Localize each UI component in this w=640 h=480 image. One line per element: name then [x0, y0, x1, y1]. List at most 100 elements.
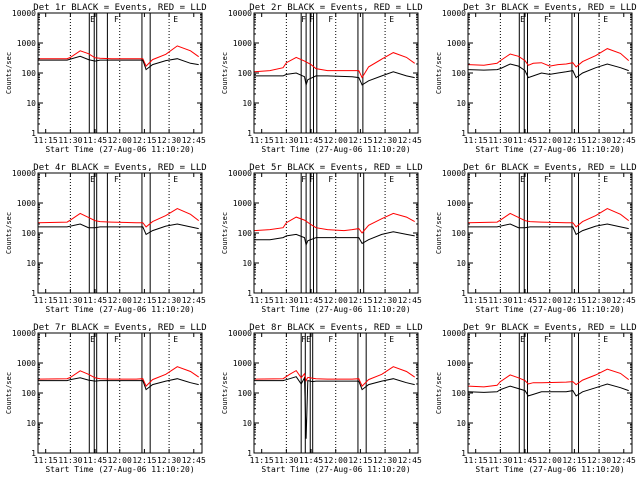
y-tick-label: 10000	[12, 329, 36, 338]
lld-series-line	[254, 212, 415, 234]
y-tick-label: 10	[456, 419, 466, 428]
y-tick-label: 100	[452, 229, 467, 238]
y-tick-label: 10000	[228, 169, 252, 178]
lld-series-line	[468, 368, 630, 388]
y-tick-label: 1	[31, 289, 36, 298]
y-tick-label: 1	[247, 129, 252, 138]
y-axis-label: Counts/sec	[5, 212, 13, 254]
panel-title: Det 2r BLACK = Events, RED = LLD	[249, 3, 422, 13]
y-tick-label: 1	[247, 289, 252, 298]
flag-letter: E	[520, 335, 525, 344]
x-tick-label: 12:45	[612, 296, 636, 305]
x-tick-label: 12:15	[562, 296, 586, 305]
y-tick-label: 10000	[12, 9, 36, 18]
lld-series-line	[468, 208, 630, 228]
x-tick-label: 11:15	[464, 296, 488, 305]
x-tick-label: 12:00	[538, 136, 562, 145]
y-tick-label: 10	[456, 259, 466, 268]
panel-title: Det 5r BLACK = Events, RED = LLD	[249, 163, 422, 173]
x-axis-label: Start Time (27-Aug-06 11:10:20)	[475, 305, 624, 314]
y-tick-label: 1000	[447, 359, 466, 368]
y-tick-label: 1	[31, 129, 36, 138]
events-series-line	[38, 55, 199, 71]
x-tick-label: 11:45	[299, 296, 323, 305]
y-tick-label: 1	[461, 129, 466, 138]
x-tick-label: 12:45	[612, 456, 636, 465]
panel-title: Det 9r BLACK = Events, RED = LLD	[463, 323, 636, 333]
x-tick-label: 11:15	[250, 296, 274, 305]
flag-letter: F	[309, 175, 314, 184]
x-tick-label: 11:45	[83, 136, 107, 145]
flag-letter: F	[301, 335, 306, 344]
x-axis-label: Start Time (27-Aug-06 11:10:20)	[261, 145, 410, 154]
x-tick-label: 12:15	[562, 456, 586, 465]
y-tick-label: 1	[31, 449, 36, 458]
y-axis-label: Counts/sec	[5, 372, 13, 414]
y-axis-label: Counts/sec	[435, 372, 443, 414]
x-tick-label: 11:30	[488, 456, 512, 465]
flag-letter: E	[603, 15, 608, 24]
flag-letter: F	[114, 175, 119, 184]
y-tick-label: 10	[456, 99, 466, 108]
flag-letter: F	[309, 15, 314, 24]
x-tick-label: 11:30	[274, 296, 298, 305]
y-tick-label: 100	[238, 389, 253, 398]
y-tick-label: 10000	[228, 329, 252, 338]
flag-letter: F	[114, 335, 119, 344]
x-tick-label: 11:45	[513, 136, 537, 145]
x-tick-label: 11:15	[250, 456, 274, 465]
x-tick-label: 11:45	[299, 456, 323, 465]
y-axis-label: Counts/sec	[5, 52, 13, 94]
events-series-line	[38, 377, 199, 391]
x-tick-label: 11:15	[34, 296, 58, 305]
flag-letter: E	[389, 15, 394, 24]
y-tick-label: 10	[242, 99, 252, 108]
flag-letter: F	[328, 335, 333, 344]
x-tick-label: 12:45	[182, 456, 206, 465]
flag-letter: E	[90, 15, 95, 24]
lld-series-line	[254, 366, 415, 387]
x-tick-label: 12:45	[182, 296, 206, 305]
x-tick-label: 12:00	[538, 456, 562, 465]
y-tick-label: 10000	[442, 329, 466, 338]
y-tick-label: 1000	[447, 39, 466, 48]
y-tick-label: 100	[22, 389, 37, 398]
y-tick-label: 100	[22, 69, 37, 78]
flag-letter: E	[173, 175, 178, 184]
y-tick-label: 10	[242, 419, 252, 428]
x-axis-label: Start Time (27-Aug-06 11:10:20)	[475, 465, 624, 474]
x-tick-label: 11:30	[488, 136, 512, 145]
x-tick-label: 12:30	[587, 136, 611, 145]
x-tick-label: 11:30	[274, 456, 298, 465]
x-tick-label: 12:15	[348, 136, 372, 145]
y-tick-label: 10	[26, 99, 36, 108]
flag-letter: E	[389, 335, 394, 344]
y-tick-label: 1000	[233, 199, 252, 208]
x-tick-label: 12:00	[108, 136, 132, 145]
lld-series-line	[38, 45, 199, 67]
flag-letter: F	[544, 15, 549, 24]
flag-letter: E	[90, 335, 95, 344]
x-axis-label: Start Time (27-Aug-06 11:10:20)	[261, 465, 410, 474]
x-tick-label: 12:15	[132, 296, 156, 305]
panel-title: Det 4r BLACK = Events, RED = LLD	[33, 163, 206, 173]
y-axis-label: Counts/sec	[435, 212, 443, 254]
flag-letter: F	[301, 175, 306, 184]
x-tick-label: 11:30	[488, 296, 512, 305]
panel-title: Det 6r BLACK = Events, RED = LLD	[463, 163, 636, 173]
x-tick-label: 12:45	[398, 296, 422, 305]
y-tick-label: 1000	[447, 199, 466, 208]
x-tick-label: 12:30	[373, 136, 397, 145]
flag-letter: F	[544, 175, 549, 184]
x-tick-label: 12:15	[348, 456, 372, 465]
x-tick-label: 12:00	[324, 136, 348, 145]
y-tick-label: 1000	[233, 39, 252, 48]
x-tick-label: 11:45	[513, 456, 537, 465]
x-tick-label: 12:45	[398, 456, 422, 465]
x-tick-label: 11:45	[299, 136, 323, 145]
flag-letter: F	[328, 175, 333, 184]
